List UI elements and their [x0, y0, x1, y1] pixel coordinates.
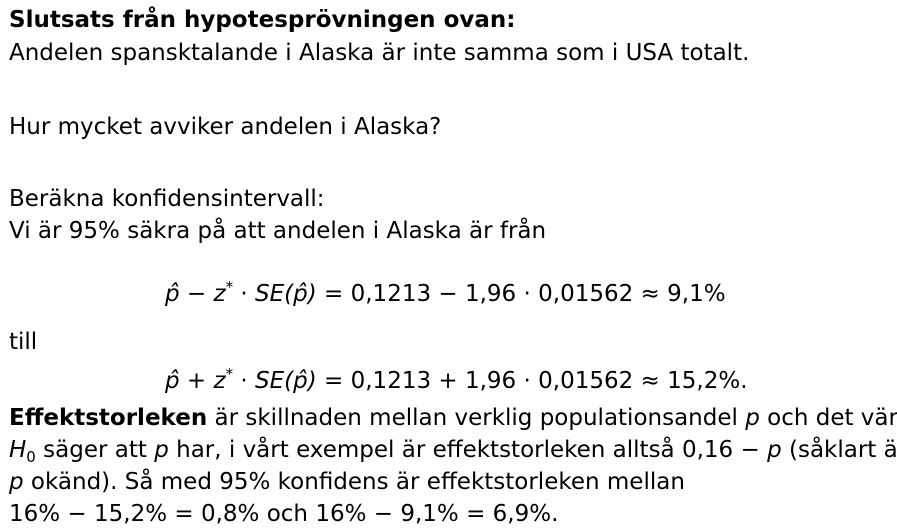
p-symbol: p [745, 405, 760, 431]
phat-symbol: p̂ [165, 281, 180, 307]
se-symbol: SE [255, 368, 285, 394]
star-superscript: * [225, 278, 234, 296]
se-argument: (p̂) [284, 368, 317, 394]
p-symbol: p [9, 469, 24, 495]
effect-line-4: 16% − 15,2% = 0,8% och 16% − 9,1% = 6,9%… [9, 501, 559, 527]
ci-intro-text: Beräkna konfidensintervall: [9, 186, 325, 212]
formula-upper-bound: p̂ + z* · SE(p̂) = 0,1213 + 1,96 · 0,015… [165, 359, 748, 396]
effect-line-1: Effektstorleken är skillnaden mellan ver… [9, 403, 897, 433]
se-argument: (p̂) [284, 281, 317, 307]
effect-text: okänd). Så med 95% konfidens är effektst… [23, 469, 685, 495]
effect-text: säger att [35, 437, 155, 463]
effect-text: (såklart är [781, 437, 897, 463]
question-text: Hur mycket avviker andelen i Alaska? [9, 114, 442, 140]
ci-sentence-text: Vi är 95% säkra på att andelen i Alaska … [9, 218, 547, 244]
effect-text: har, i vårt exempel är effektstorleken a… [168, 437, 768, 463]
z-symbol: z [213, 368, 226, 394]
heading: Slutsats från hypotesprövningen ovan: [9, 7, 516, 33]
phat-symbol: p̂ [165, 368, 180, 394]
effect-text: och det värde [767, 405, 897, 431]
h-subscript: 0 [26, 448, 36, 466]
p-symbol: p [767, 437, 782, 463]
h-symbol: H [9, 437, 27, 463]
effect-line-2: H0 säger att p har, i vårt exempel är ef… [9, 435, 897, 472]
star-superscript: * [225, 365, 234, 383]
z-symbol: z [213, 281, 226, 307]
dot-operator: · [233, 368, 256, 394]
effect-term: Effektstorleken [9, 405, 208, 431]
till-text: till [9, 329, 38, 355]
p-symbol: p [154, 437, 169, 463]
effect-line-3: p okänd). Så med 95% konfidens är effekt… [9, 467, 685, 497]
dot-operator: · [233, 281, 256, 307]
formula-lower-bound: p̂ − z* · SE(p̂) = 0,1213 − 1,96 · 0,015… [165, 272, 726, 309]
se-symbol: SE [255, 281, 285, 307]
operator: + [179, 368, 214, 394]
effect-text: är skillnaden mellan verklig populations… [207, 405, 746, 431]
formula-rhs: = 0,1213 − 1,96 · 0,01562 ≈ 9,1% [316, 281, 726, 307]
operator: − [179, 281, 214, 307]
formula-rhs: = 0,1213 + 1,96 · 0,01562 ≈ 15,2%. [316, 368, 748, 394]
conclusion-text: Andelen spansktalande i Alaska är inte s… [9, 40, 750, 66]
